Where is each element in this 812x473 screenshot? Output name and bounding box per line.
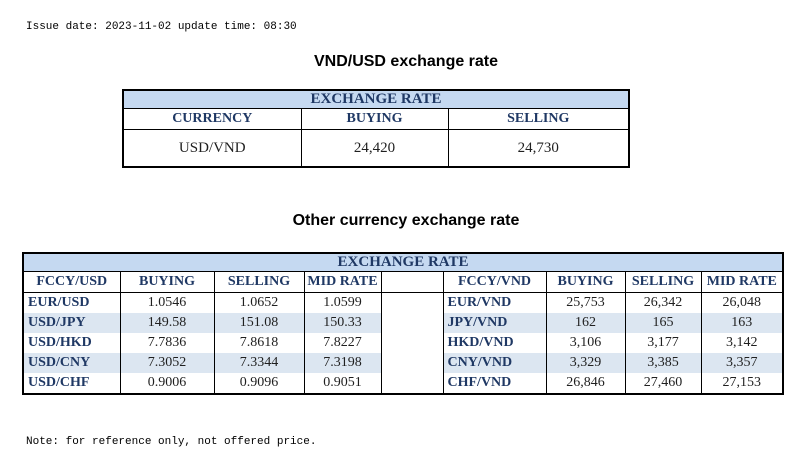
column-gap bbox=[380, 271, 444, 293]
column-gap bbox=[380, 373, 444, 394]
column-gap bbox=[380, 333, 444, 353]
currency-cell: USD/VND bbox=[123, 129, 302, 167]
column-header-buying: BUYING bbox=[301, 108, 449, 130]
buying-vnd-cell: 3,329 bbox=[545, 353, 625, 373]
selling-cell: 24,730 bbox=[517, 139, 559, 156]
column-header-selling-usd: SELLING bbox=[213, 271, 304, 293]
buying-vnd-cell: 26,846 bbox=[545, 373, 625, 394]
column-header-fccy-vnd: FCCY/VND bbox=[443, 271, 546, 293]
pair-usd-cell: USD/CNY bbox=[23, 353, 120, 373]
mid-vnd-cell: 3,142 bbox=[700, 333, 784, 353]
pair-usd-cell: EUR/USD bbox=[28, 295, 90, 310]
column-header-fccy-usd: FCCY/USD bbox=[23, 271, 120, 293]
buying-vnd-cell: 25,753 bbox=[545, 292, 625, 313]
mid-vnd-cell: 163 bbox=[700, 313, 784, 333]
selling-vnd-cell: 3,177 bbox=[624, 333, 701, 353]
selling-usd-cell: 1.0652 bbox=[213, 292, 304, 313]
mid-vnd-cell: 26,048 bbox=[700, 292, 784, 313]
table-row: USD/VND 24,420 24,730 bbox=[123, 129, 629, 167]
column-header-mid-usd: MID RATE bbox=[303, 271, 381, 293]
buying-vnd-cell: 162 bbox=[545, 313, 625, 333]
buying-cell: 24,420 bbox=[301, 129, 449, 167]
reference-note: Note: for reference only, not offered pr… bbox=[26, 436, 317, 448]
pair-vnd-cell: EUR/VND bbox=[447, 295, 512, 310]
other-rate-title: Other currency exchange rate bbox=[292, 212, 520, 229]
other-table-header: EXCHANGE RATE bbox=[23, 253, 784, 272]
pair-vnd-cell: CHF/VND bbox=[447, 375, 512, 390]
usd-table-header: EXCHANGE RATE bbox=[123, 90, 630, 109]
selling-usd-cell: 7.8618 bbox=[213, 333, 304, 353]
buying-usd-cell: 7.3052 bbox=[119, 353, 214, 373]
pair-usd-cell: USD/CHF bbox=[28, 375, 90, 390]
selling-vnd-cell: 165 bbox=[624, 313, 701, 333]
column-header-selling-vnd: SELLING bbox=[624, 271, 701, 293]
buying-vnd-cell: 3,106 bbox=[545, 333, 625, 353]
selling-vnd-cell: 26,342 bbox=[624, 292, 701, 313]
other-rate-table: EXCHANGE RATE FCCY/USD BUYING SELLING MI… bbox=[22, 252, 785, 395]
pair-vnd-cell: CNY/VND bbox=[443, 353, 546, 373]
buying-usd-cell: 1.0546 bbox=[119, 292, 214, 313]
mid-usd-cell: 7.8227 bbox=[303, 333, 381, 353]
pair-vnd-cell: HKD/VND bbox=[447, 335, 514, 350]
column-header-buying-usd: BUYING bbox=[119, 271, 214, 293]
buying-usd-cell: 7.7836 bbox=[119, 333, 214, 353]
usd-rate-title: VND/USD exchange rate bbox=[313, 53, 499, 70]
column-gap bbox=[380, 292, 444, 313]
column-gap bbox=[380, 313, 444, 333]
column-header-currency: CURRENCY bbox=[123, 108, 302, 130]
mid-usd-cell: 1.0599 bbox=[303, 292, 381, 313]
pair-usd-cell: USD/JPY bbox=[23, 313, 120, 333]
column-header-selling: SELLING bbox=[448, 108, 630, 130]
mid-usd-cell: 0.9051 bbox=[303, 373, 381, 394]
selling-usd-cell: 151.08 bbox=[213, 313, 304, 333]
selling-usd-cell: 7.3344 bbox=[213, 353, 304, 373]
pair-usd-cell: USD/HKD bbox=[28, 335, 92, 350]
column-header-mid-vnd: MID RATE bbox=[700, 271, 784, 293]
table-row: EUR/USD 1.0546 1.0652 1.0599 EUR/VND 25,753 26… bbox=[23, 292, 784, 313]
column-header-buying-vnd: BUYING bbox=[545, 271, 625, 293]
usd-rate-table: EXCHANGE RATE CURRENCY BUYING SELLING US… bbox=[122, 89, 631, 168]
mid-vnd-cell: 3,357 bbox=[700, 353, 784, 373]
selling-usd-cell: 0.9096 bbox=[213, 373, 304, 394]
column-gap bbox=[380, 353, 444, 373]
selling-vnd-cell: 27,460 bbox=[624, 373, 701, 394]
pair-vnd-cell: JPY/VND bbox=[443, 313, 546, 333]
buying-usd-cell: 0.9006 bbox=[119, 373, 214, 394]
table-row: USD/JPY 149.58 151.08 150.33 JPY/VND 162 165 16… bbox=[23, 313, 784, 333]
mid-usd-cell: 150.33 bbox=[303, 313, 381, 333]
table-row: USD/CNY 7.3052 7.3344 7.3198 CNY/VND 3,329 3,3… bbox=[23, 353, 784, 373]
mid-usd-cell: 7.3198 bbox=[303, 353, 381, 373]
mid-vnd-cell: 27,153 bbox=[700, 373, 784, 394]
selling-vnd-cell: 3,385 bbox=[624, 353, 701, 373]
table-row: USD/CHF 0.9006 0.9096 0.9051 CHF/VND 26,846 27… bbox=[23, 373, 784, 394]
issue-date-line: Issue date: 2023-11-02 update time: 08:3… bbox=[26, 21, 297, 33]
table-row: USD/HKD 7.7836 7.8618 7.8227 HKD/VND 3,106 3,1… bbox=[23, 333, 784, 353]
buying-usd-cell: 149.58 bbox=[119, 313, 214, 333]
